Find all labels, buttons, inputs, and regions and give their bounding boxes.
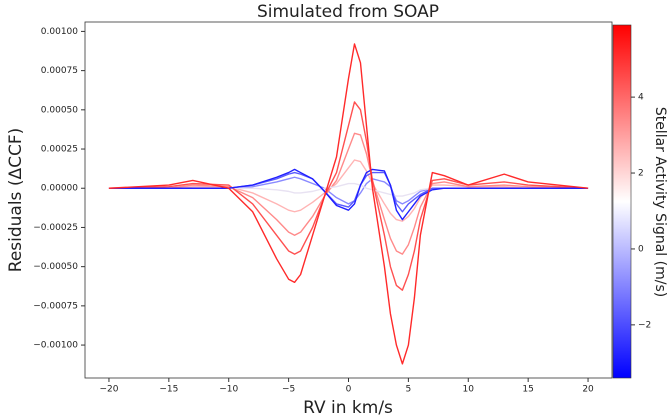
y-tick-label: 0.00075 [41,66,78,76]
colorbar-tick-label: 0 [638,244,644,254]
y-tick-label: −0.00075 [33,301,78,311]
y-axis-label: Residuals (ΔCCF) [6,128,26,272]
colorbar-tick-label: 2 [638,169,644,179]
y-tick-label: 0.00050 [41,105,78,115]
colorbar [612,24,632,379]
series-line [108,159,589,222]
y-tick-label: 0.00000 [41,184,78,194]
x-tick-label: −20 [99,385,118,395]
x-tick-label: 20 [582,385,594,395]
x-tick-label: −15 [159,385,178,395]
series-line [108,132,589,255]
y-tick-label: −0.00100 [33,341,78,351]
y-tick-label: −0.00050 [33,262,78,272]
colorbar-tick-label: 4 [638,93,644,103]
series-line [108,43,589,365]
x-tick-label: 10 [463,385,475,395]
x-tick-label: 5 [406,385,412,395]
x-tick-label: −10 [219,385,238,395]
y-tick-label: 0.00100 [41,27,78,37]
series-line [108,168,589,221]
chart-title: Simulated from SOAP [257,2,439,22]
colorbar-label: Stellar Activity Signal (m/s) [652,107,668,297]
series-line [108,101,589,291]
y-tick-label: 0.00025 [41,145,78,155]
colorbar-tick-label: −2 [638,320,651,330]
x-tick-label: −5 [282,385,295,395]
x-tick-label: 15 [522,385,533,395]
y-tick-label: −0.00025 [33,223,78,233]
x-tick-label: 0 [346,385,352,395]
x-axis-label: RV in km/s [303,398,393,418]
